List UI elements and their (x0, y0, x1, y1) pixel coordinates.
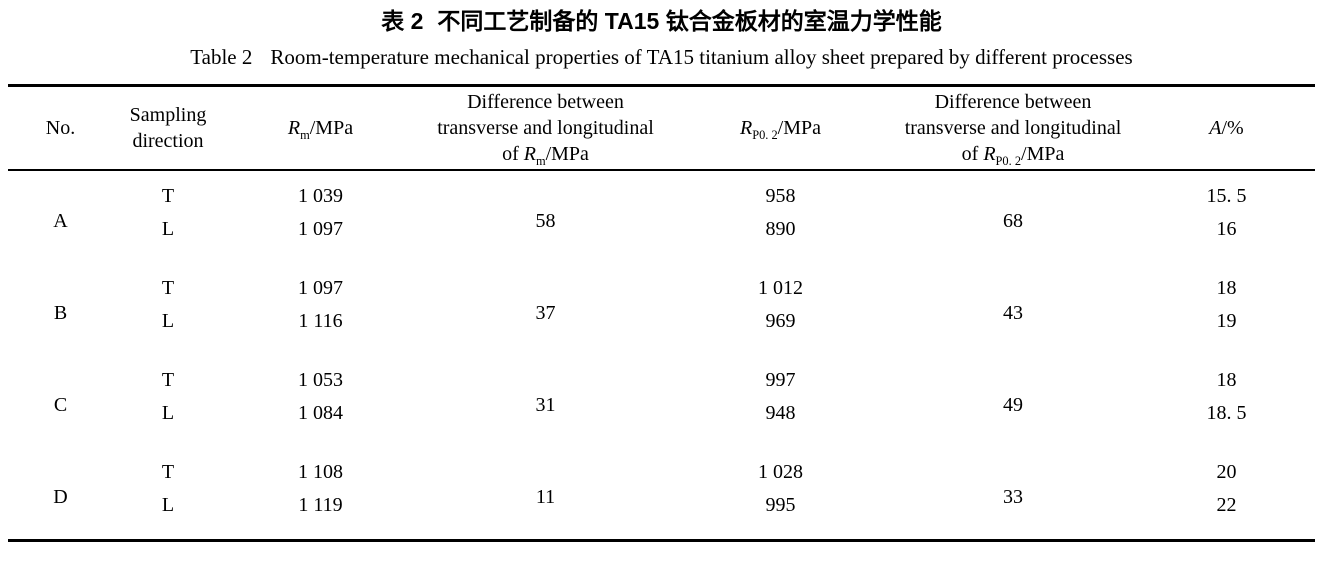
cell-direction: L (161, 310, 175, 333)
cell-rm: 1 119 (298, 494, 343, 517)
cell-rm: 1 097 (298, 277, 343, 300)
cell-a: 18 (1216, 369, 1237, 392)
cell-direction: L (161, 402, 175, 425)
table-title-en: Table 2 Room-temperature mechanical prope… (0, 44, 1323, 71)
cell-diff-rm: 37 (535, 302, 556, 325)
cell-rm: 1 039 (298, 185, 343, 208)
cell-a: 15. 5 (1206, 185, 1247, 208)
cell-a: 18 (1216, 277, 1237, 300)
cell-rp02: 948 (765, 402, 796, 425)
cell-a: 16 (1216, 218, 1237, 241)
cell-direction: T (161, 277, 175, 300)
col-header-sampling-direction: Sampling direction (113, 85, 223, 172)
table-row-d-l: L 1 119 995 22 (8, 489, 1315, 541)
cell-a: 20 (1216, 461, 1237, 484)
cell-diff-rm: 11 (535, 486, 556, 509)
cell-diff-rm: 58 (535, 210, 556, 233)
cell-rm: 1 116 (298, 310, 343, 333)
table-row-c-l: L 1 084 948 18. 5 (8, 397, 1315, 447)
cell-rp02: 1 028 (758, 461, 803, 484)
col-header-diff-rm: Difference between transverse and longit… (418, 85, 673, 172)
table-row-b-t: B T 1 097 37 1 012 43 18 (8, 263, 1315, 324)
cell-no: C (53, 394, 68, 417)
col-header-no: No. (8, 85, 113, 172)
table-row-c-t: C T 1 053 31 997 49 18 (8, 355, 1315, 416)
col-header-a: A/% (1138, 85, 1315, 172)
table-row-d-t: D T 1 108 11 1 028 33 20 (8, 447, 1315, 508)
col-header-diff-rp02: Difference between transverse and longit… (888, 85, 1138, 172)
col-header-rm: Rm/MPa (223, 85, 418, 172)
cell-diff-rp02: 68 (1003, 210, 1023, 233)
cell-rp02: 969 (765, 310, 796, 333)
cell-no: D (53, 486, 68, 509)
cell-diff-rm: 31 (535, 394, 556, 417)
cell-rm: 1 084 (298, 402, 343, 425)
cell-a: 19 (1216, 310, 1237, 333)
cell-rp02: 890 (765, 218, 796, 241)
cell-diff-rp02: 49 (1003, 394, 1023, 417)
cell-diff-rp02: 33 (1003, 486, 1023, 509)
col-header-rp02: RP0. 2/MPa (673, 85, 888, 172)
cell-a: 22 (1216, 494, 1237, 517)
cell-direction: L (161, 218, 175, 241)
cell-no: B (53, 302, 68, 325)
cell-direction: L (161, 494, 175, 517)
header-row: No. Sampling direction Rm/MPa Difference… (8, 85, 1315, 172)
cell-rp02: 995 (765, 494, 796, 517)
cell-rm: 1 097 (298, 218, 343, 241)
table-title-zh-label: 表 2 (381, 8, 424, 34)
cell-rp02: 958 (765, 185, 796, 208)
cell-rp02: 997 (765, 369, 796, 392)
cell-rm: 1 053 (298, 369, 343, 392)
cell-no: A (53, 210, 68, 233)
table-row-b-l: L 1 116 969 19 (8, 305, 1315, 355)
cell-rp02: 1 012 (758, 277, 803, 300)
cell-direction: T (161, 461, 175, 484)
table-title-zh: 表 2 不同工艺制备的 TA15 钛合金板材的室温力学性能 (0, 0, 1323, 37)
table-row-a-l: L 1 097 890 16 (8, 213, 1315, 263)
table-title-en-text: Room-temperature mechanical properties o… (270, 44, 1133, 69)
table-title-en-label: Table 2 (190, 44, 253, 69)
cell-direction: T (161, 369, 175, 392)
cell-diff-rp02: 43 (1003, 302, 1023, 325)
cell-rm: 1 108 (298, 461, 343, 484)
cell-direction: T (161, 185, 175, 208)
properties-table: No. Sampling direction Rm/MPa Difference… (8, 84, 1315, 543)
table-row-a-t: A T 1 039 58 958 68 15. 5 (8, 170, 1315, 232)
table-title-zh-text: 不同工艺制备的 TA15 钛合金板材的室温力学性能 (437, 8, 942, 34)
cell-a: 18. 5 (1206, 402, 1247, 425)
